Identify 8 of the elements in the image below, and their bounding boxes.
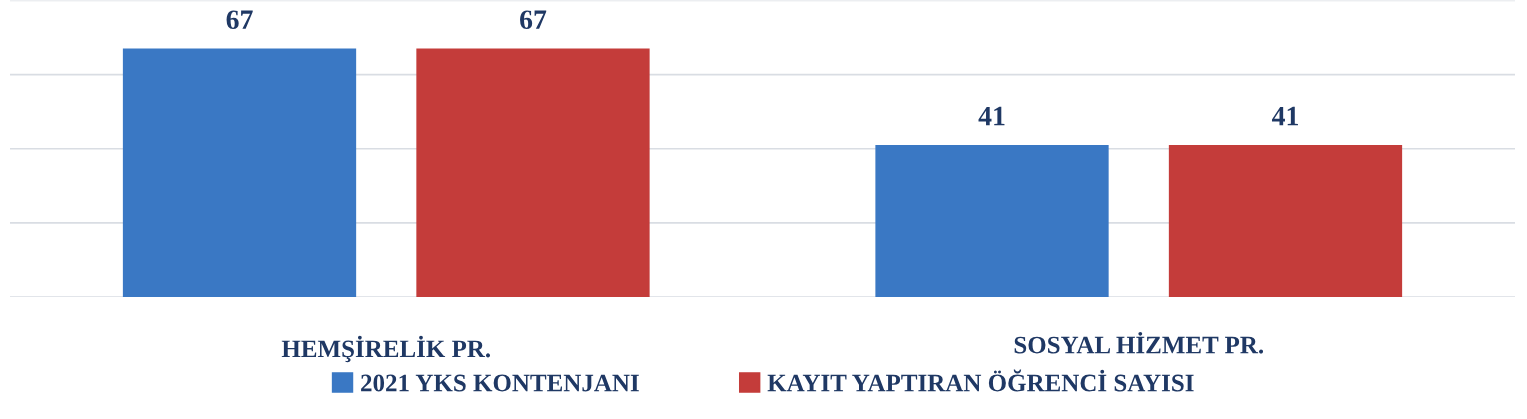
legend-label: 2021 YKS KONTENJANI <box>361 374 639 392</box>
data-label: 41 <box>978 106 1005 126</box>
x-tick-label: SOSYAL HİZMET PR. <box>1014 331 1264 354</box>
data-label: 67 <box>520 10 547 30</box>
legend-label: KAYIT YAPTIRAN ÖĞRENCİ SAYISI <box>767 369 1194 392</box>
data-label: 41 <box>1271 106 1298 126</box>
data-label: 67 <box>226 10 253 30</box>
x-tick-label: HEMŞİRELİK PR. <box>281 335 491 363</box>
